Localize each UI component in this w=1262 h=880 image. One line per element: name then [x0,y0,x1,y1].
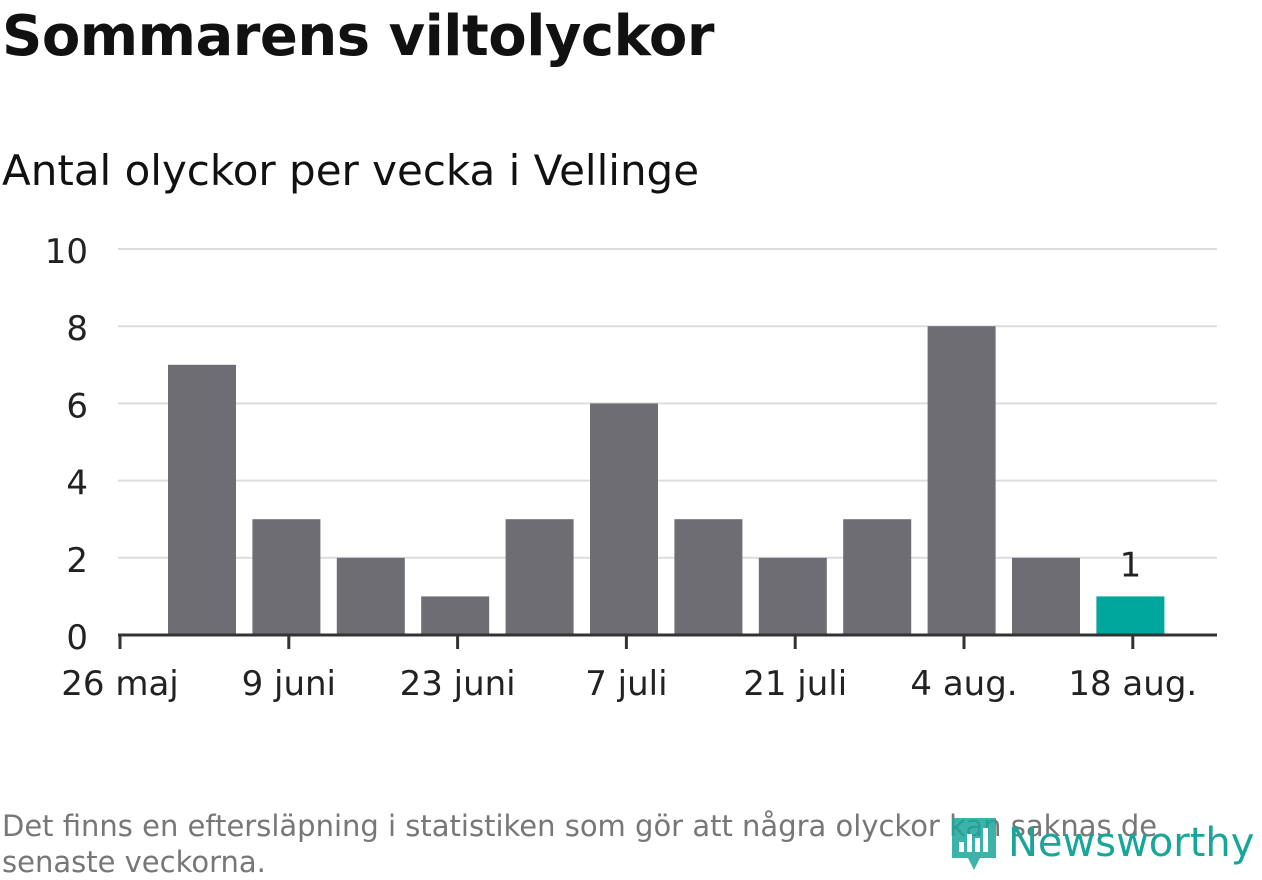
x-tick-label: 23 juni [400,664,516,704]
x-ticks [118,635,1135,649]
newsworthy-logo: Newsworthy [948,812,1254,874]
data-label: 1 [1120,545,1142,585]
bar [421,596,490,635]
x-tick-label: 18 aug. [1068,664,1197,704]
x-tick-label: 26 maj [61,664,178,704]
y-tick-label: 6 [66,386,88,426]
y-tick-label: 10 [45,232,88,272]
y-tick-label: 0 [66,618,88,658]
x-tick-label: 9 juni [242,664,336,704]
bar [336,557,405,635]
x-tick-label: 7 juli [585,664,667,704]
y-tick-label: 8 [66,309,88,349]
bar-highlight [1096,596,1165,635]
bar [674,519,743,635]
bar [927,326,996,635]
chart-subtitle: Antal olyckor per vecka i Vellinge [2,146,700,195]
bar [758,557,827,635]
x-tick-label: 4 aug. [910,664,1017,704]
y-tick-labels: 0 2 4 6 8 10 [45,232,88,658]
x-tick-labels: 26 maj 9 juni 23 juni 7 juli 21 juli 4 aug. 18… [61,664,1197,704]
newsworthy-bar-chart-icon [952,818,996,870]
bar [590,403,658,635]
bar-chart: 0 2 4 6 8 10 26 maj 9 juni 23 juni 7 juli 21 juli… [45,232,1217,704]
bars [168,326,1165,635]
bar [252,519,321,635]
bar [505,519,574,635]
y-tick-label: 4 [66,464,88,504]
bar [1012,557,1080,635]
logo-text: Newsworthy [1008,820,1255,866]
bar [168,364,236,635]
data-labels: 1 [1120,545,1142,585]
chart-title: Sommarens viltolyckor [2,4,714,69]
bar [843,519,912,635]
y-tick-label: 2 [66,541,88,581]
x-tick-label: 21 juli [743,664,847,704]
grid-lines [118,248,1217,559]
